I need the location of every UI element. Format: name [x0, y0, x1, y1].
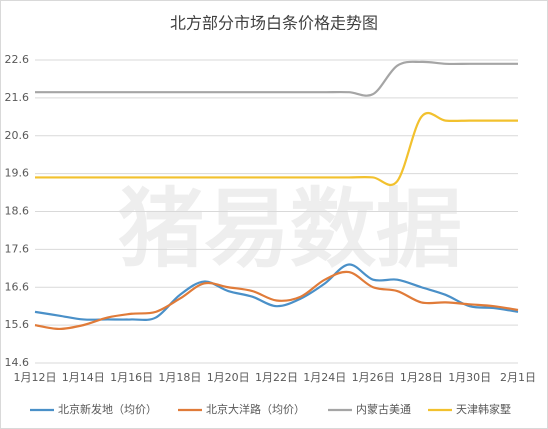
x-tick-label: 2月1日	[500, 371, 536, 384]
y-tick-label: 14.6	[5, 356, 30, 369]
series-line	[34, 263, 519, 322]
watermark: 猪易数据	[118, 179, 462, 279]
y-tick-label: 18.6	[5, 205, 30, 218]
x-tick-label: 1月12日	[14, 371, 57, 384]
y-tick-label: 21.6	[5, 91, 30, 104]
x-tick-label: 1月22日	[255, 371, 298, 384]
x-tick-label: 1月24日	[303, 371, 346, 384]
legend-label: 北京大洋路（均价）	[206, 402, 305, 416]
legend-label: 天津韩家墅	[456, 402, 511, 416]
y-tick-label: 15.6	[5, 318, 30, 331]
x-tick-label: 1月26日	[352, 371, 395, 384]
x-tick-label: 1月16日	[110, 371, 153, 384]
x-tick-label: 1月14日	[62, 371, 105, 384]
y-tick-label: 20.6	[5, 129, 30, 142]
legend-label: 北京新发地（均价）	[58, 402, 157, 416]
chart-title: 北方部分市场白条价格走势图	[170, 14, 378, 33]
x-tick-label: 1月30日	[448, 371, 491, 384]
x-tick-label: 1月28日	[400, 371, 443, 384]
y-tick-label: 19.6	[5, 167, 30, 180]
series-line	[34, 111, 518, 187]
series-line	[35, 60, 518, 97]
legend-label: 内蒙古美通	[356, 402, 411, 416]
y-tick-label: 17.6	[5, 242, 30, 255]
series-line	[34, 270, 519, 331]
x-tick-label: 1月20日	[207, 371, 250, 384]
x-tick-label: 1月18日	[158, 371, 201, 384]
y-tick-label: 16.6	[5, 280, 30, 293]
y-tick-label: 22.6	[5, 53, 30, 66]
